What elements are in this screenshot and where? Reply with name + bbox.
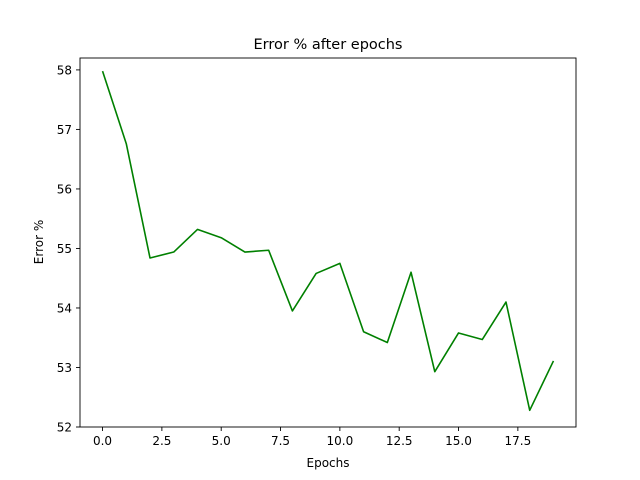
x-tick-label: 5.0	[212, 434, 231, 448]
x-axis-title: Epochs	[307, 456, 350, 470]
y-tick-label: 57	[57, 123, 72, 137]
x-tick-label: 12.5	[386, 434, 413, 448]
y-tick-label: 54	[57, 301, 72, 315]
x-tick-label: 15.0	[445, 434, 472, 448]
x-tick-label: 0.0	[93, 434, 112, 448]
x-tick-label: 10.0	[327, 434, 354, 448]
series-line-0	[101, 70, 555, 412]
y-tick-label: 53	[57, 361, 72, 375]
plot-layer: 0.0 2.5 5.0 7.5 10.0 12.5 15.0 17.5 52 53 54 55 56 57…	[57, 57, 577, 448]
y-axis-title: Error %	[32, 220, 46, 264]
y-tick-label: 56	[57, 182, 72, 196]
y-tick-label: 55	[57, 242, 72, 256]
plot-frame	[79, 57, 577, 428]
x-tick-label: 17.5	[504, 434, 531, 448]
x-tick-label: 2.5	[152, 434, 171, 448]
x-tick-label: 7.5	[271, 434, 290, 448]
y-tick-label: 52	[57, 421, 72, 435]
chart-title: Error % after epochs	[254, 37, 403, 53]
y-tick-label: 58	[57, 63, 72, 77]
